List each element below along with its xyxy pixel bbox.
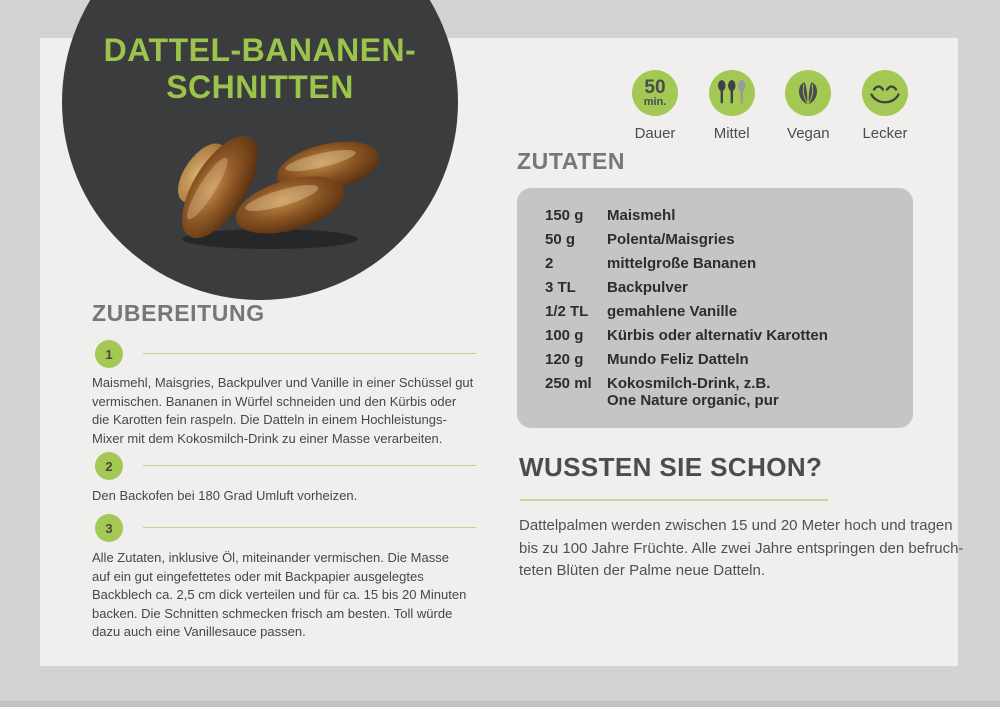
ingredient-name: Kürbis oder alternativ Karotten <box>607 327 828 344</box>
ingredient-qty: 250 ml <box>545 375 592 392</box>
ingredient-name: Polenta/Maisgries <box>607 231 735 248</box>
duration-value: 50 <box>644 76 666 98</box>
trivia-divider <box>520 499 828 501</box>
ingredients-box: 150 g Maismehl 50 g Polenta/Maisgries 2 … <box>517 188 913 428</box>
badge-difficulty: Mittel <box>698 70 766 142</box>
ingredient-qty: 3 TL <box>545 279 576 296</box>
step-divider <box>143 527 476 528</box>
badge-tasty: Lecker <box>851 70 919 142</box>
ingredient-name: Mundo Feliz Datteln <box>607 351 749 368</box>
step-divider <box>143 465 476 466</box>
bottom-edge <box>0 701 1000 707</box>
step-text: Den Backofen bei 180 Grad Umluft vorheiz… <box>92 488 358 503</box>
ingredient-row: 50 g Polenta/Maisgries <box>545 231 913 248</box>
ingredient-qty: 2 <box>545 255 554 272</box>
ingredient-qty: 1/2 TL <box>545 303 589 320</box>
recipe-title-line2: SCHNITTEN <box>166 69 354 105</box>
recipe-title-line1: DATTEL-BANANEN- <box>103 32 417 68</box>
ingredient-name: Kokosmilch-Drink, z.B. One Nature organi… <box>607 375 779 409</box>
spoons-icon <box>708 70 755 116</box>
step-divider <box>143 353 476 354</box>
hero-circle: DATTEL-BANANEN- SCHNITTEN <box>62 0 458 300</box>
ingredient-row: 1/2 TL gemahlene Vanille <box>545 303 913 320</box>
leaf-icon <box>785 70 832 116</box>
step-number-badge: 1 <box>95 340 123 368</box>
duration-unit: min. <box>643 95 667 108</box>
zutaten-heading: ZUTATEN <box>517 148 626 174</box>
dates-photo <box>178 135 379 249</box>
ingredient-name: mittelgroße Bananen <box>607 255 757 272</box>
step-number-badge: 2 <box>95 452 123 480</box>
ingredient-name: Maismehl <box>607 207 676 224</box>
ingredient-qty: 100 g <box>545 327 584 344</box>
badge-vegan: Vegan <box>774 70 842 142</box>
smiley-icon <box>861 70 908 116</box>
step-text: Maismehl, Maisgries, Backpulver und Vani… <box>92 375 474 446</box>
timer-icon: 50 min. <box>632 70 678 116</box>
step-text: Alle Zutaten, inklusive Öl, miteinander … <box>92 550 467 639</box>
badge-vegan-label: Vegan <box>787 125 830 142</box>
ingredient-row: 120 g Mundo Feliz Datteln <box>545 351 913 368</box>
step-number-badge: 3 <box>95 514 123 542</box>
ingredient-row: 150 g Maismehl <box>545 207 913 224</box>
ingredient-name: Backpulver <box>607 279 688 296</box>
recipe-title: DATTEL-BANANEN- SCHNITTEN <box>62 32 458 106</box>
ingredient-row: 2 mittelgroße Bananen <box>545 255 913 272</box>
trivia-text: Dattelpalmen werden zwischen 15 und 20 M… <box>519 517 964 579</box>
ingredient-qty: 50 g <box>545 231 576 248</box>
ingredient-row: 250 ml Kokosmilch-Drink, z.B. One Nature… <box>545 375 913 409</box>
badge-tasty-label: Lecker <box>862 125 908 142</box>
ingredient-row: 100 g Kürbis oder alternativ Karotten <box>545 327 913 344</box>
ingredient-row: 3 TL Backpulver <box>545 279 913 296</box>
zubereitung-heading: ZUBEREITUNG <box>92 300 265 326</box>
trivia-heading: WUSSTEN SIE SCHON? <box>519 452 823 482</box>
ingredient-qty: 120 g <box>545 351 584 368</box>
ingredient-name: gemahlene Vanille <box>607 303 738 320</box>
badge-duration-label: Dauer <box>634 125 676 142</box>
badge-duration: 50 min. Dauer <box>621 70 689 142</box>
badge-row: 50 min. Dauer Mittel <box>621 70 919 142</box>
ingredient-qty: 150 g <box>545 207 584 224</box>
badge-difficulty-label: Mittel <box>713 125 750 142</box>
